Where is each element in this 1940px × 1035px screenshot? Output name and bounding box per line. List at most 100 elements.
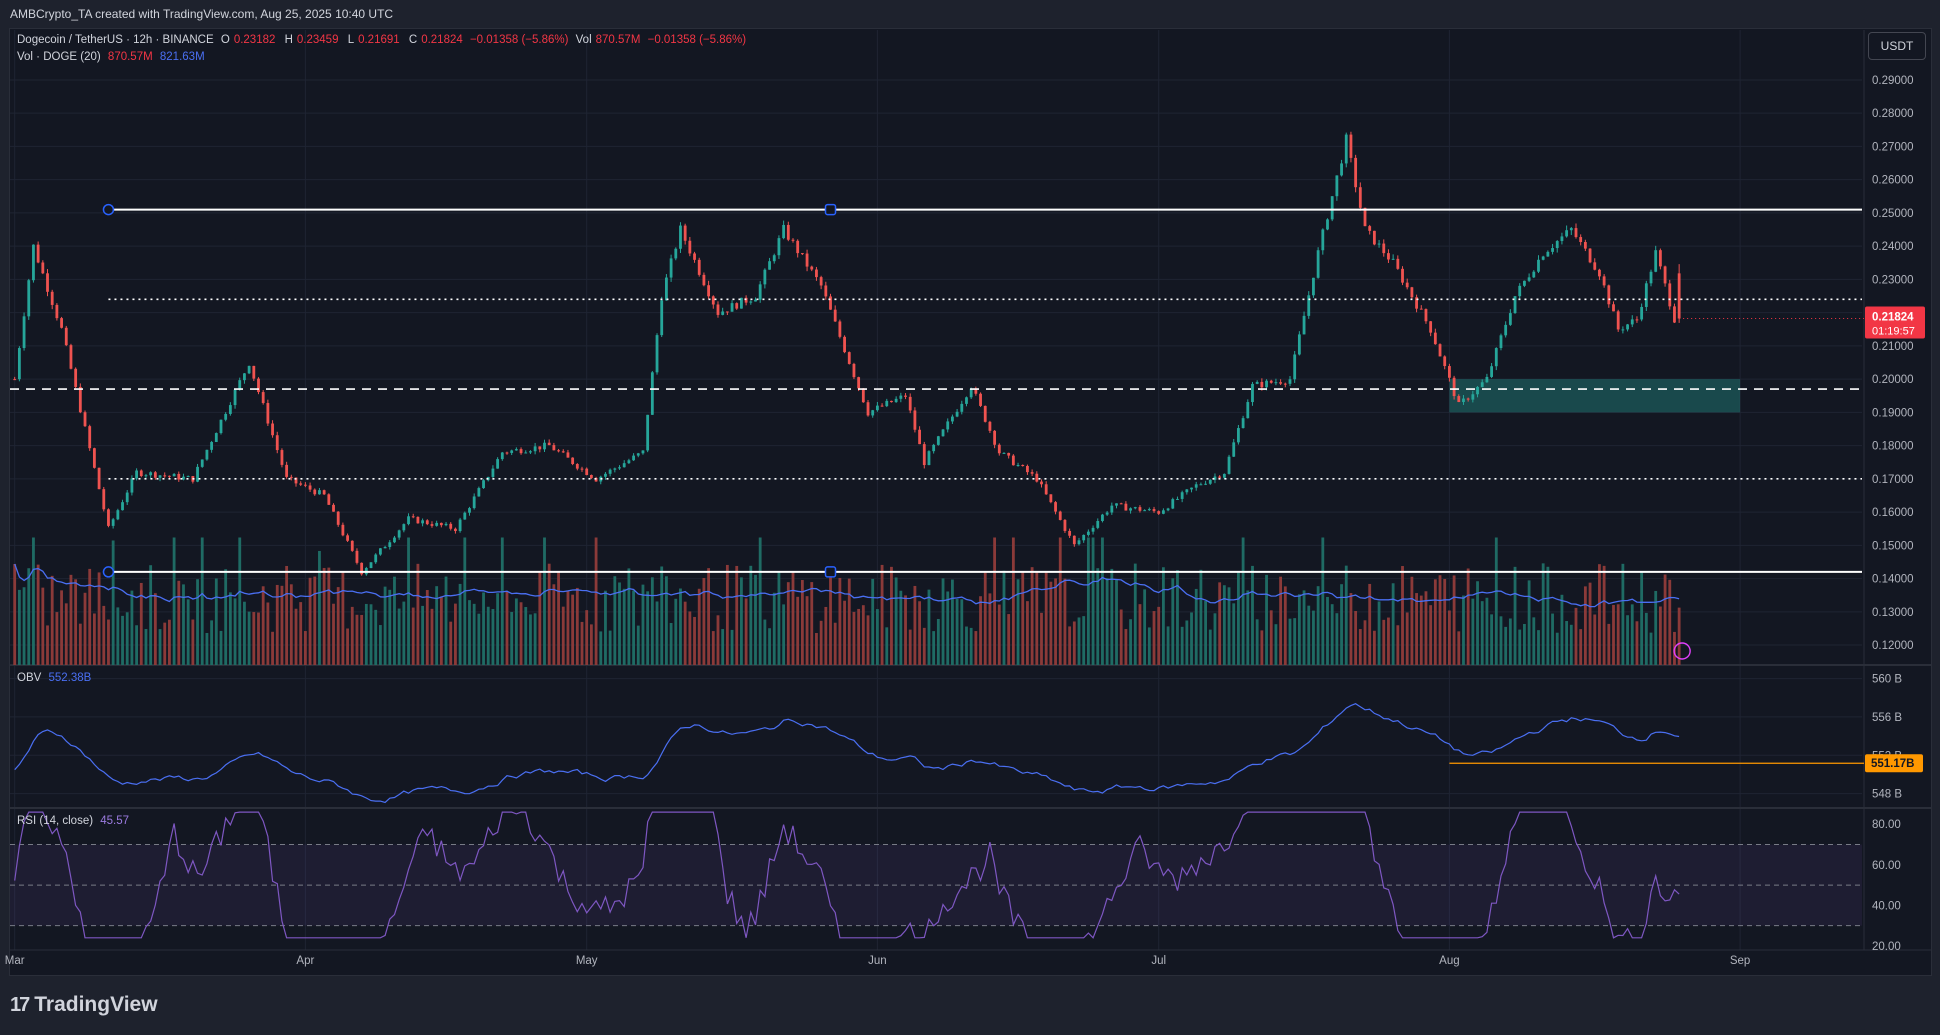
- candle-body: [1316, 250, 1320, 278]
- price-tick-label: 0.28000: [1872, 108, 1914, 120]
- candle-body: [1016, 465, 1020, 467]
- candle-body: [547, 442, 551, 446]
- candle-body: [1415, 297, 1418, 309]
- candle-body: [505, 452, 509, 454]
- candle-body: [1396, 258, 1400, 269]
- obv-name[interactable]: OBV: [17, 672, 42, 684]
- volume-bar: [622, 588, 626, 665]
- candle-body: [1260, 381, 1264, 388]
- volume-bar: [946, 591, 950, 665]
- candle-body: [1508, 313, 1512, 325]
- volume-bar: [1101, 537, 1104, 665]
- candle-body: [585, 468, 589, 476]
- volume-indicator-name[interactable]: Vol · DOGE (20): [17, 51, 101, 63]
- candle-body: [1171, 499, 1175, 509]
- candle-body: [17, 348, 21, 380]
- candle-body: [622, 463, 626, 468]
- candle-body: [847, 352, 851, 364]
- volume-bar: [425, 590, 429, 665]
- volume-bar: [468, 600, 471, 665]
- volume-bar: [1429, 605, 1433, 665]
- currency-button[interactable]: USDT: [1868, 32, 1926, 60]
- price-tick-label: 0.13000: [1872, 607, 1914, 619]
- candle-body: [416, 516, 420, 524]
- volume-bar: [1307, 605, 1311, 665]
- candle-body: [833, 309, 837, 322]
- candle-body: [1330, 196, 1334, 220]
- candle-body: [866, 402, 870, 416]
- candle-body: [369, 562, 373, 569]
- volume-bar: [182, 584, 185, 665]
- volume-bar: [1021, 571, 1025, 665]
- candle-body: [1635, 319, 1639, 321]
- symbol-legend[interactable]: Dogecoin / TetherUS · 12h · BINANCE O 0.2…: [17, 34, 750, 46]
- candle-body: [1312, 277, 1315, 296]
- candle-body: [411, 516, 415, 518]
- obv-legend[interactable]: OBV 552.38B: [17, 672, 95, 684]
- volume-ma-line: [14, 563, 1680, 608]
- volume-bar: [1040, 612, 1043, 665]
- candle-body: [1630, 319, 1634, 325]
- volume-bar: [679, 588, 682, 665]
- tradingview-brand[interactable]: 17 TradingView: [10, 990, 158, 1020]
- candle-body: [786, 224, 790, 240]
- candle-body: [27, 280, 31, 317]
- candle-body: [69, 345, 73, 369]
- volume-bar: [1246, 590, 1250, 665]
- obv-tag-value: 551.17B: [1871, 758, 1914, 770]
- candle-body: [41, 262, 45, 274]
- price-tick-label: 0.16000: [1872, 507, 1914, 519]
- volume-bar: [716, 615, 720, 665]
- candle-body: [1096, 521, 1100, 528]
- candle-body: [922, 444, 926, 466]
- volume-bar: [505, 591, 509, 665]
- candle-body: [791, 239, 795, 241]
- volume-bar: [1658, 606, 1662, 665]
- volume-bar: [1527, 580, 1531, 665]
- volume-bar: [1035, 572, 1039, 665]
- volume-bar: [374, 609, 378, 665]
- volume-bar: [951, 579, 954, 665]
- candle-body: [97, 467, 101, 490]
- volume-bar: [153, 593, 157, 665]
- volume-bar: [350, 606, 354, 665]
- candle-body: [1363, 207, 1367, 227]
- candle-body: [1654, 250, 1658, 272]
- volume-bar: [669, 622, 673, 665]
- volume-bar: [824, 606, 828, 665]
- candle-body: [758, 284, 762, 300]
- volume-bar: [552, 584, 556, 665]
- volume-bar: [1326, 596, 1329, 665]
- price-tick-label: 0.20000: [1872, 374, 1914, 386]
- volume-bar: [196, 579, 199, 665]
- volume-legend[interactable]: Vol · DOGE (20) 870.57M 821.63M: [17, 51, 209, 63]
- volume-bar: [369, 604, 373, 665]
- candle-body: [575, 464, 579, 469]
- attribution-text: AMBCrypto_TA created with TradingView.co…: [10, 7, 394, 21]
- candle-body: [1335, 175, 1339, 197]
- candle-body: [543, 442, 546, 450]
- candle-body: [674, 248, 678, 259]
- volume-bar: [252, 612, 256, 665]
- candle-body: [444, 523, 448, 526]
- symbol-name[interactable]: Dogecoin / TetherUS · 12h · BINANCE: [17, 34, 214, 46]
- volume-bar: [1565, 621, 1569, 665]
- volume-bar: [890, 566, 893, 665]
- candle-body: [693, 253, 696, 260]
- volume-bar: [205, 632, 209, 665]
- time-tick-label: Apr: [296, 955, 314, 967]
- candle-body: [1283, 383, 1287, 385]
- candle-body: [1429, 321, 1433, 333]
- volume-bar: [27, 568, 31, 665]
- candle-body: [1344, 134, 1348, 164]
- volume-bar: [650, 577, 654, 665]
- volume-bar: [1490, 614, 1494, 665]
- rsi-name[interactable]: RSI (14, close): [17, 815, 94, 827]
- volume-bar: [707, 568, 711, 665]
- time-tick-label: Aug: [1439, 955, 1459, 967]
- volume-bar: [1574, 607, 1578, 665]
- volume-bar: [454, 603, 457, 665]
- rsi-legend[interactable]: RSI (14, close) 45.57: [17, 815, 133, 827]
- volume-bar: [1598, 564, 1601, 665]
